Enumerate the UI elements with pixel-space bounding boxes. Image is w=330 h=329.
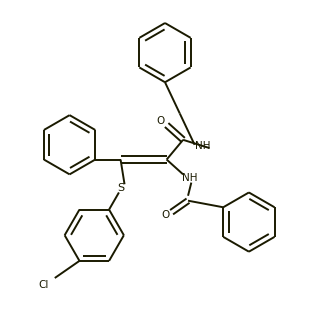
Text: O: O	[156, 116, 164, 126]
Text: NH: NH	[195, 141, 211, 151]
Text: O: O	[161, 210, 169, 220]
Text: S: S	[117, 183, 124, 192]
Text: Cl: Cl	[38, 280, 49, 290]
Text: NH: NH	[182, 173, 197, 183]
